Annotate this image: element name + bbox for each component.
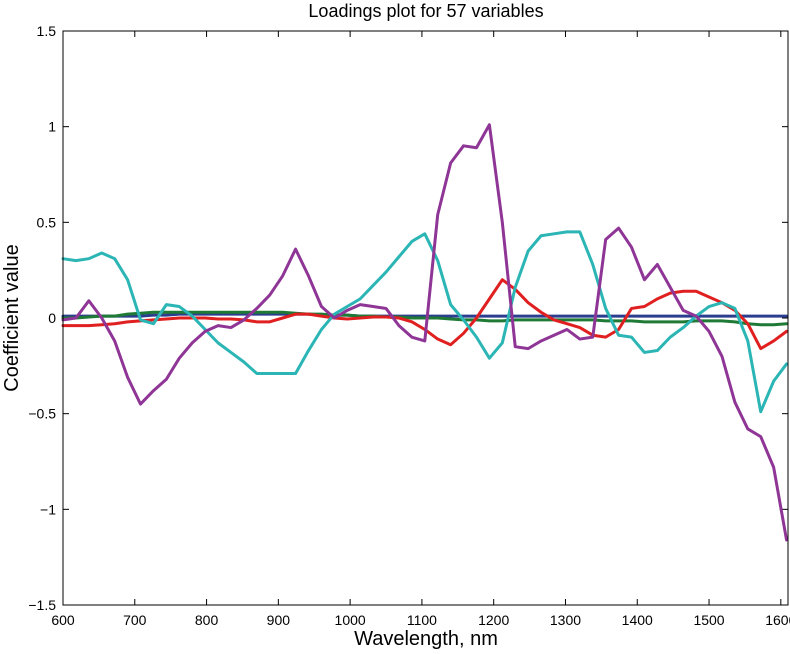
y-tick-label: 0 [48, 310, 56, 326]
y-axis-label: Coefficient value [1, 244, 23, 392]
series-line-pc2 [61, 310, 789, 327]
axis-ticks: 600 700 800 900 1000 1100 1200 1300 1400 1500 1600… [28, 23, 790, 628]
series-line-pc1 [61, 312, 789, 318]
x-tick-label: 1200 [478, 612, 509, 628]
x-tick-label: 1100 [407, 612, 437, 628]
x-tick-label: 1300 [550, 612, 581, 628]
x-axis-label: Wavelength, nm [354, 628, 498, 650]
chart-title: Loadings plot for 57 variables [308, 1, 543, 21]
y-tick-label: −0.5 [28, 406, 56, 422]
x-tick-label: 1500 [693, 612, 724, 628]
plot-frame [62, 30, 789, 606]
y-tick-label: −1.5 [28, 597, 56, 613]
x-tick-label: 700 [123, 612, 147, 628]
series-line-pc4 [61, 230, 789, 414]
x-tick-label: 1600 [765, 612, 790, 628]
x-tick-label: 1000 [335, 612, 366, 628]
x-tick-label: 1400 [622, 612, 653, 628]
x-tick-label: 600 [51, 612, 75, 628]
y-tick-label: 1 [48, 119, 56, 135]
series-line-pc5 [61, 123, 789, 542]
y-tick-label: 1.5 [37, 23, 57, 39]
y-tick-label: −1 [40, 501, 56, 517]
y-tick-label: 0.5 [37, 214, 57, 230]
x-tick-label: 800 [195, 612, 219, 628]
x-tick-label: 900 [267, 612, 291, 628]
series-lines [61, 123, 789, 542]
